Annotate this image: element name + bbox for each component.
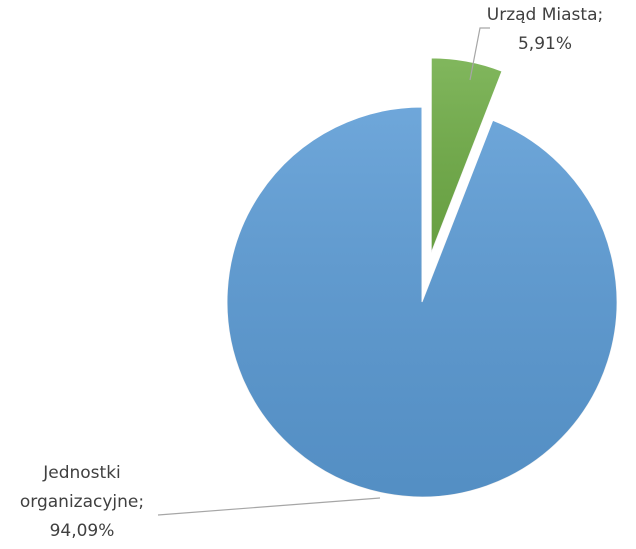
value-label: 5,91% — [518, 34, 572, 54]
data-label: Jednostki organizacyjne; 94,09% — [20, 463, 144, 541]
value-label: 94,09% — [50, 521, 115, 541]
category-label: Urząd Miasta; — [487, 5, 603, 25]
leader-line — [469, 27, 490, 81]
pie-slice — [226, 106, 618, 498]
data-label: Urząd Miasta; 5,91% — [487, 5, 603, 54]
category-label: Jednostki organizacyjne; — [20, 463, 144, 512]
leader-line — [157, 497, 381, 516]
